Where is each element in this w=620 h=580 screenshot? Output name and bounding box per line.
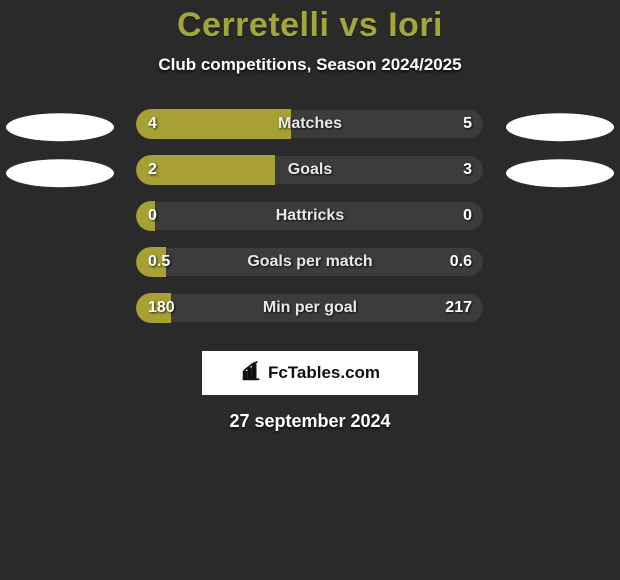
stat-row: 180217Min per goal <box>0 291 620 337</box>
player-left-badge <box>6 113 114 141</box>
brand-text: FcTables.com <box>268 363 380 383</box>
stat-row: 23Goals <box>0 153 620 199</box>
stat-rows: 45Matches 23Goals 00Hattricks 0.50.6Goals p… <box>0 107 620 337</box>
stat-label: Matches <box>136 109 484 139</box>
page-subtitle: Club competitions, Season 2024/2025 <box>0 55 620 75</box>
player-right-badge <box>506 159 614 187</box>
stat-label: Goals per match <box>136 247 484 277</box>
stat-bar: 00Hattricks <box>136 201 484 231</box>
stat-bar: 45Matches <box>136 109 484 139</box>
brand-badge[interactable]: FcTables.com <box>202 351 418 395</box>
stat-bar: 0.50.6Goals per match <box>136 247 484 277</box>
stat-label: Goals <box>136 155 484 185</box>
bar-chart-icon <box>240 360 262 387</box>
page-title: Cerretelli vs Iori <box>0 6 620 45</box>
stat-bar: 180217Min per goal <box>136 293 484 323</box>
comparison-infographic: Cerretelli vs Iori Club competitions, Se… <box>0 0 620 580</box>
stat-row: 00Hattricks <box>0 199 620 245</box>
stat-bar: 23Goals <box>136 155 484 185</box>
player-right-badge <box>506 113 614 141</box>
stat-label: Hattricks <box>136 201 484 231</box>
stat-row: 45Matches <box>0 107 620 153</box>
snapshot-date: 27 september 2024 <box>0 411 620 432</box>
stat-row: 0.50.6Goals per match <box>0 245 620 291</box>
player-left-badge <box>6 159 114 187</box>
stat-label: Min per goal <box>136 293 484 323</box>
